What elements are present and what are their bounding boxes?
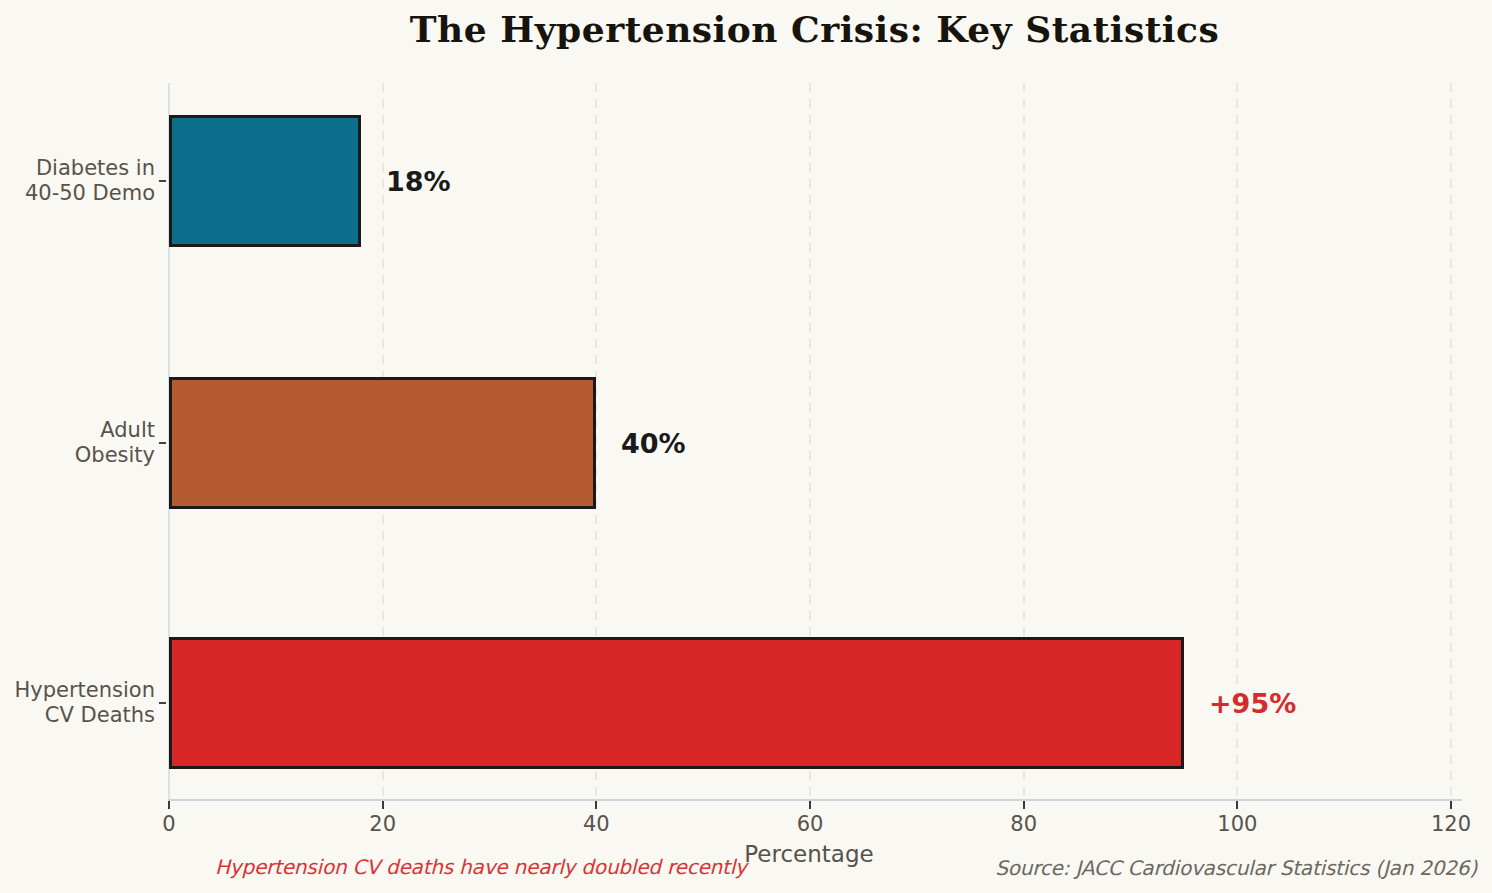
- x-tick-mark: [595, 801, 597, 809]
- y-category-label: HypertensionCV Deaths: [0, 678, 155, 728]
- y-tick-mark: [159, 442, 166, 444]
- x-axis-spine: [168, 799, 1462, 801]
- x-tick-mark: [809, 801, 811, 809]
- y-category-label: Diabetes in40-50 Demo: [0, 156, 155, 206]
- gridline-x120: [1450, 83, 1452, 799]
- footnote-annotation: Hypertension CV deaths have nearly doubl…: [215, 855, 747, 879]
- x-tick-label: 120: [1411, 812, 1491, 836]
- bar-hypertension-cv-deaths: [169, 637, 1184, 769]
- y-category-label-line: Diabetes in: [0, 156, 155, 181]
- y-category-label-line: Adult: [0, 418, 155, 443]
- x-tick-mark: [382, 801, 384, 809]
- bar-value-label: 40%: [621, 428, 686, 459]
- bar-value-label: +95%: [1209, 688, 1296, 719]
- x-tick-label: 80: [984, 812, 1064, 836]
- x-tick-label: 100: [1197, 812, 1277, 836]
- bar-adult-obesity: [169, 377, 596, 509]
- x-tick-mark: [1023, 801, 1025, 809]
- y-category-label-line: 40-50 Demo: [0, 181, 155, 206]
- x-tick-label: 40: [556, 812, 636, 836]
- y-tick-mark: [159, 180, 166, 182]
- x-tick-label: 0: [129, 812, 209, 836]
- y-category-label-line: Obesity: [0, 443, 155, 468]
- y-tick-mark: [159, 702, 166, 704]
- x-tick-label: 20: [343, 812, 423, 836]
- bar-chart-figure: The Hypertension Crisis: Key Statistics …: [0, 0, 1492, 893]
- y-category-label-line: Hypertension: [0, 678, 155, 703]
- x-tick-mark: [1236, 801, 1238, 809]
- source-annotation: Source: JACC Cardiovascular Statistics (…: [995, 856, 1477, 880]
- x-tick-mark: [168, 801, 170, 809]
- bar-value-label: 18%: [386, 166, 451, 197]
- x-tick-label: 60: [770, 812, 850, 836]
- bar-diabetes-in-40-50-demo: [169, 115, 361, 247]
- x-tick-mark: [1450, 801, 1452, 809]
- y-category-label: AdultObesity: [0, 418, 155, 468]
- y-category-label-line: CV Deaths: [0, 703, 155, 728]
- chart-title: The Hypertension Crisis: Key Statistics: [169, 8, 1460, 50]
